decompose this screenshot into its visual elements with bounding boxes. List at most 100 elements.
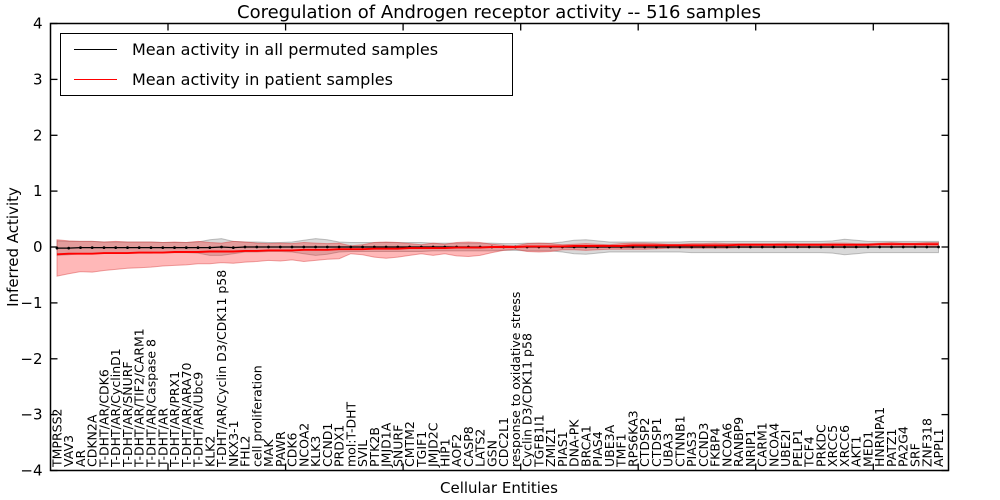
x-category-label: AOF2 [449, 434, 464, 467]
legend-line-sample [74, 49, 117, 50]
x-category-label: T-DHT/AR/ARA70 [179, 362, 194, 468]
x-category-label: response to oxidative stress [508, 292, 523, 467]
x-category-label: RANBP9 [731, 417, 746, 467]
x-category-label: UBA3 [661, 433, 676, 467]
x-category-label: NCOA2 [296, 423, 311, 467]
x-category-label: PA2G4 [896, 426, 911, 467]
x-category-label: NCOA6 [719, 423, 734, 467]
x-category-label: CDC2L1 [496, 417, 511, 467]
x-category-label: Cyclin D3/CDK11 p58 [520, 333, 535, 467]
x-category-label: JMJD1A [379, 422, 394, 468]
patient-mean-line [56, 243, 939, 256]
x-category-label: XRCC6 [837, 425, 852, 467]
x-category-label: UBE2I [778, 430, 793, 467]
y-tick-label: 0 [33, 238, 43, 256]
permuted-markers [55, 245, 940, 250]
x-category-label: MAK [261, 439, 276, 467]
x-category-label: CARM1 [755, 422, 770, 467]
x-category-label: AR [73, 449, 88, 467]
x-category-label: MED1 [861, 431, 876, 467]
x-category-label: GSN [484, 440, 499, 467]
chart-title: Coregulation of Androgen receptor activi… [237, 2, 761, 23]
x-category-label: SRF [908, 443, 923, 467]
x-category-label: PRKDC [814, 424, 829, 467]
x-category-label: APPL1 [931, 428, 946, 467]
x-category-label: AKT1 [849, 436, 864, 467]
x-category-label: TGFB1I1 [531, 414, 546, 468]
x-category-label: KLK2 [202, 436, 217, 467]
x-category-label: ZMIZ1 [543, 427, 558, 467]
x-category-label: CASP8 [461, 426, 476, 467]
legend-entry: Mean activity in patient samples [61, 65, 512, 94]
x-category-label: T-DHT/AR/TIF2/CARM1 [132, 328, 147, 468]
legend-line-sample [74, 79, 117, 80]
x-category-label: FKBP4 [708, 427, 723, 467]
y-tick-label: −1 [20, 294, 42, 312]
x-category-label: CDKN2A [85, 414, 100, 467]
y-axis-ticks: 4 3 2 1 0 −1 −2 −3 −4 [20, 15, 949, 480]
x-category-labels: TMPRSS2VAV3ARCDKN2AT-DHT/AR/CDK6T-DHT/AR… [50, 270, 947, 468]
x-category-label: LATS2 [473, 429, 488, 467]
x-category-label: DNA-PK [567, 419, 582, 467]
x-category-label: T-DHT/AR [155, 408, 170, 468]
x-category-label: ZNF318 [919, 418, 934, 467]
x-category-label: CCND1 [320, 423, 335, 467]
legend: Mean activity in all permuted samples Mea… [60, 33, 513, 96]
legend-label: Mean activity in all permuted samples [132, 40, 439, 59]
x-category-label: PIAS3 [684, 431, 699, 467]
x-category-label: BRCA1 [578, 425, 593, 467]
x-category-label: TCF4 [802, 436, 817, 468]
x-category-label: CCND3 [696, 423, 711, 467]
x-category-label: T-DHT/AR/PRX1 [167, 371, 182, 468]
y-tick-label: −4 [20, 462, 42, 480]
x-category-label: cell proliferation [249, 365, 264, 467]
x-axis-ticks [167, 23, 874, 471]
x-category-label: T-DHT/AR/Ubc9 [191, 372, 206, 468]
x-category-label: PELP1 [790, 429, 805, 467]
x-category-label: CMTM2 [402, 421, 417, 467]
y-tick-label: 1 [33, 182, 43, 200]
x-category-label: T-DHT/AR/CyclinD1 [108, 348, 123, 468]
y-tick-label: 3 [33, 70, 43, 88]
x-category-label: CDK6 [285, 432, 300, 467]
y-tick-label: 4 [33, 15, 43, 33]
x-category-label: NRIP1 [743, 430, 758, 467]
x-category-label: T-DHT/AR/Cyclin D3/CDK11 p58 [214, 270, 229, 468]
x-category-label: TMPRSS2 [50, 409, 65, 468]
x-category-label: PATZ1 [884, 429, 899, 467]
x-category-label: UBE3A [602, 424, 617, 467]
y-axis-label: Inferred Activity [4, 187, 22, 307]
x-category-label: HNRNPA1 [872, 407, 887, 467]
x-category-label: mol:T-DHT [343, 401, 358, 467]
x-category-label: CTNNB1 [672, 415, 687, 467]
x-axis-label: Cellular Entities [440, 479, 558, 497]
x-category-label: TGIF1 [414, 431, 429, 468]
x-category-label: JMJD2C [426, 422, 441, 468]
x-category-label: TMF1 [614, 433, 629, 468]
x-category-label: VAV3 [61, 435, 76, 467]
legend-entry: Mean activity in all permuted samples [61, 35, 512, 64]
y-tick-label: −3 [20, 406, 42, 424]
x-category-label: SNURF [390, 425, 405, 467]
x-category-label: T-DHT/AR/Caspase 8 [144, 339, 159, 468]
x-category-label: PIAS4 [590, 431, 605, 467]
x-category-label: CTDSP1 [649, 418, 664, 467]
x-category-label: T-DHT/AR/SNURF [120, 361, 135, 468]
x-category-label: PRDX1 [332, 425, 347, 467]
x-category-label: CTDSP2 [637, 418, 652, 467]
x-category-label: PIAS1 [555, 431, 570, 467]
x-category-label: HIP1 [437, 438, 452, 467]
x-category-label: T-DHT/AR/CDK6 [97, 369, 112, 468]
x-category-label: PTK2B [367, 427, 382, 467]
x-category-label: RPS6KA3 [625, 410, 640, 467]
x-category-label: SVIL [355, 440, 370, 467]
x-category-label: NCOA4 [767, 423, 782, 467]
y-tick-label: 2 [33, 126, 43, 144]
x-category-label: XRCC5 [825, 425, 840, 467]
x-category-label: FHL2 [238, 435, 253, 467]
x-category-label: KLK3 [308, 436, 323, 467]
x-category-label: PAWR [273, 431, 288, 467]
legend-label: Mean activity in patient samples [132, 70, 393, 89]
